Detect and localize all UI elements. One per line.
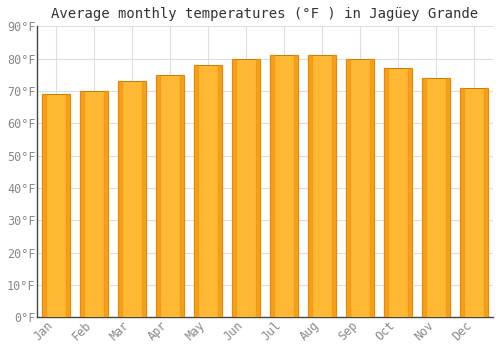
Bar: [422, 78, 426, 317]
Bar: [66, 94, 70, 317]
Bar: [270, 55, 298, 317]
Bar: [408, 68, 412, 317]
Bar: [370, 58, 374, 317]
Bar: [346, 58, 374, 317]
Bar: [194, 65, 198, 317]
Bar: [118, 81, 122, 317]
Bar: [80, 91, 84, 317]
Bar: [346, 58, 350, 317]
Bar: [484, 88, 488, 317]
Bar: [384, 68, 412, 317]
Bar: [446, 78, 450, 317]
Bar: [256, 58, 260, 317]
Bar: [80, 91, 108, 317]
Bar: [42, 94, 70, 317]
Bar: [194, 65, 222, 317]
Bar: [118, 81, 146, 317]
Bar: [308, 55, 336, 317]
Bar: [294, 55, 298, 317]
Bar: [460, 88, 464, 317]
Bar: [142, 81, 146, 317]
Bar: [422, 78, 450, 317]
Bar: [156, 75, 160, 317]
Bar: [384, 68, 388, 317]
Bar: [232, 58, 236, 317]
Bar: [308, 55, 312, 317]
Bar: [218, 65, 222, 317]
Bar: [104, 91, 108, 317]
Bar: [156, 75, 184, 317]
Bar: [42, 94, 46, 317]
Bar: [332, 55, 336, 317]
Bar: [180, 75, 184, 317]
Bar: [232, 58, 260, 317]
Bar: [270, 55, 274, 317]
Title: Average monthly temperatures (°F ) in Jagüey Grande: Average monthly temperatures (°F ) in Ja…: [52, 7, 478, 21]
Bar: [460, 88, 488, 317]
